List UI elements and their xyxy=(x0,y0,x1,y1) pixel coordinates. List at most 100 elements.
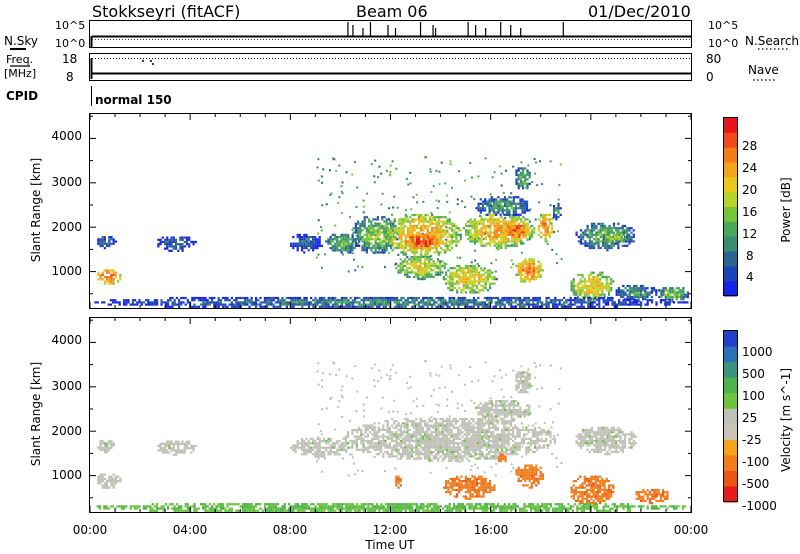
velocity-speckle xyxy=(410,412,413,415)
power-cell xyxy=(558,301,561,304)
power-cell xyxy=(637,289,640,292)
power-cell xyxy=(548,220,552,223)
power-cell xyxy=(147,299,150,302)
power-cell xyxy=(642,289,645,292)
power-cell xyxy=(477,301,480,304)
power-cell xyxy=(528,269,531,272)
velocity-cell xyxy=(177,444,180,448)
power-cell xyxy=(439,242,443,245)
power-cell xyxy=(539,264,542,268)
power-cell xyxy=(489,227,492,230)
power-cell xyxy=(551,224,554,228)
velocity-speckle xyxy=(446,404,449,407)
velocity-cell xyxy=(101,446,104,449)
velocity-cell xyxy=(334,451,337,454)
power-cell xyxy=(174,245,178,248)
velocity-cell xyxy=(355,428,358,432)
power-colorbar-swatch xyxy=(724,132,737,149)
velocity-speckle xyxy=(362,415,365,418)
power-cell xyxy=(565,299,568,302)
power-cell xyxy=(309,240,312,243)
power-cell xyxy=(385,227,388,230)
power-cell xyxy=(433,233,436,236)
power-cell xyxy=(508,303,511,306)
power-cell xyxy=(570,287,573,290)
power-cell xyxy=(610,282,613,285)
velocity-cell xyxy=(388,433,391,436)
power-cell xyxy=(383,249,386,252)
velocity-cell xyxy=(410,437,413,440)
power-cell xyxy=(583,280,586,283)
noise-panel-frame xyxy=(89,20,692,48)
power-cell xyxy=(526,260,529,263)
power-cell xyxy=(387,238,390,241)
power-cell xyxy=(526,267,529,270)
power-cell xyxy=(512,305,515,308)
velocity-cell xyxy=(428,435,431,438)
power-cell xyxy=(599,284,602,287)
velocity-cell xyxy=(103,473,106,476)
velocity-cell xyxy=(413,446,416,449)
power-cell xyxy=(462,282,465,285)
power-colorbar-swatch xyxy=(724,266,737,282)
power-cell xyxy=(109,303,112,306)
power-cell xyxy=(481,301,484,304)
power-speckle xyxy=(317,232,320,235)
power-cell xyxy=(400,242,403,245)
power-cell xyxy=(342,238,345,241)
velocity-speckle xyxy=(456,402,459,405)
power-cell xyxy=(518,235,521,239)
power-cell xyxy=(296,244,299,247)
power-cell xyxy=(616,231,619,234)
velocity-cell xyxy=(355,439,358,443)
power-cell xyxy=(435,224,438,228)
power-cell xyxy=(360,307,363,308)
power-cell xyxy=(429,242,432,245)
power-cell xyxy=(439,220,443,223)
power-cell xyxy=(127,299,130,302)
power-cell xyxy=(395,307,398,308)
power-cell xyxy=(471,220,474,223)
power-cell xyxy=(588,280,591,283)
power-cell xyxy=(279,305,282,308)
power-cell xyxy=(272,303,275,306)
power-cell xyxy=(362,299,365,302)
power-cell xyxy=(537,264,540,268)
power-cell xyxy=(591,301,594,304)
velocity-cell xyxy=(432,439,435,443)
power-cell xyxy=(424,224,427,228)
velocity-cell xyxy=(103,477,106,480)
power-cell xyxy=(344,244,348,247)
power-cell xyxy=(173,299,176,302)
velocity-cell xyxy=(426,431,429,434)
power-cell xyxy=(108,278,111,281)
power-cell xyxy=(450,227,454,230)
velocity-cell xyxy=(417,442,420,445)
velocity-cell xyxy=(391,455,394,458)
power-cell xyxy=(412,256,415,259)
velocity-cell xyxy=(316,451,319,454)
power-cell xyxy=(489,235,492,239)
power-cell xyxy=(409,236,412,239)
velocity-speckle xyxy=(527,368,530,371)
power-cell xyxy=(327,301,330,304)
power-cell xyxy=(106,269,109,272)
velocity-cell xyxy=(106,451,109,454)
velocity-cell xyxy=(373,448,376,451)
power-cell xyxy=(449,267,452,270)
power-cell xyxy=(603,233,606,236)
power-cell xyxy=(393,238,396,241)
power-cell xyxy=(437,258,440,261)
power-cell xyxy=(512,211,515,214)
power-cell xyxy=(303,296,306,300)
power-cell xyxy=(554,301,557,304)
power-cell xyxy=(537,273,540,276)
power-cell xyxy=(417,256,420,259)
power-speckle xyxy=(494,270,497,273)
power-cell xyxy=(489,229,492,232)
power-cell xyxy=(433,242,436,245)
power-cell xyxy=(255,303,258,306)
velocity-speckle xyxy=(510,463,513,466)
power-cell xyxy=(666,303,669,306)
velocity-cell xyxy=(399,444,402,447)
